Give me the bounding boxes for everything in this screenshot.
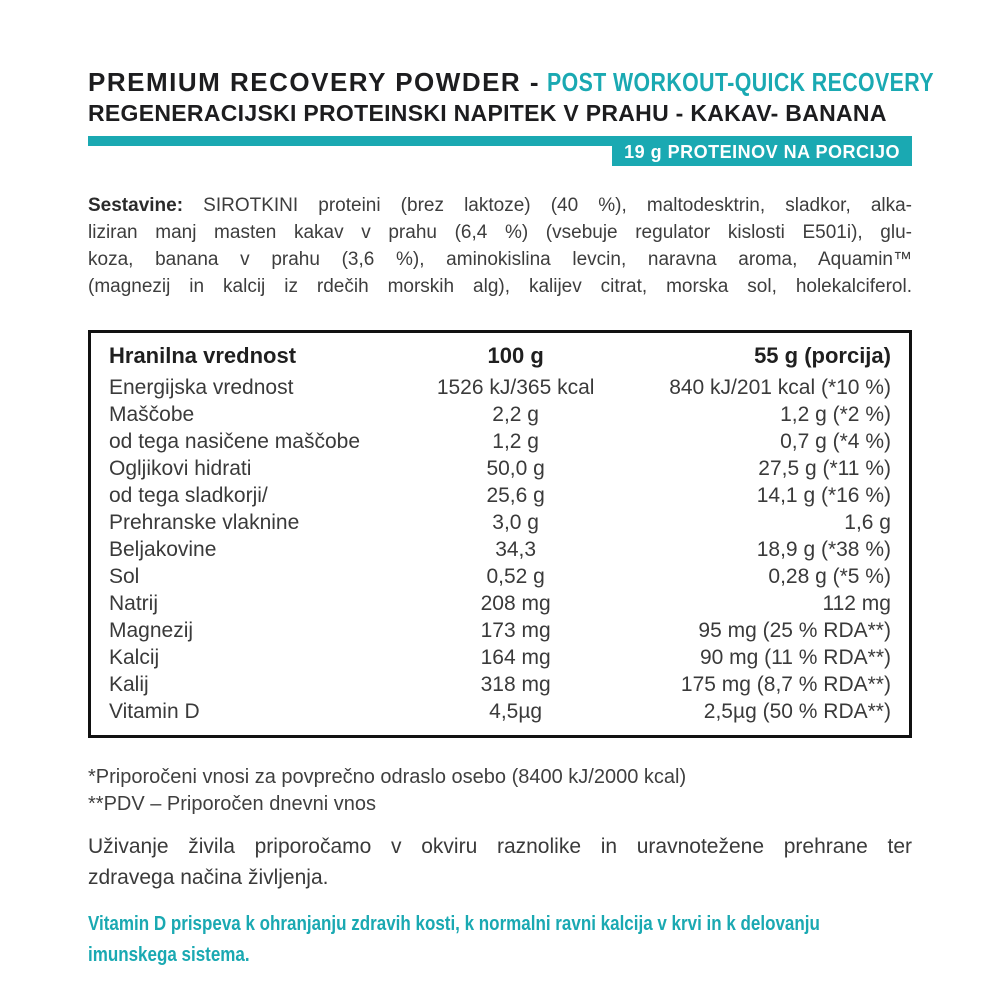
table-row: od tega sladkorji/ 25,6 g 14,1 g (*16 %) — [109, 482, 891, 509]
row-label: Vitamin D — [109, 700, 200, 723]
nutrition-table: Hranilna vrednost 100 g 55 g (porcija) E… — [88, 330, 912, 738]
ingredients-text: SIROTKINI proteini (brez laktoze) (40 %)… — [203, 195, 913, 216]
table-row: Magnezij 173 mg 95 mg (25 % RDA**) — [109, 617, 891, 644]
footnotes: *Priporočeni vnosi za povprečno odraslo … — [88, 764, 912, 818]
row-portion: 2,5µg (50 % RDA**) — [703, 700, 891, 723]
row-label: Ogljikovi hidrati — [109, 457, 252, 480]
health-claim: Vitamin D prispeva k ohranjanju zdravih … — [88, 909, 912, 971]
ingredients-line: (magnezij in kalcij iz rdečih morskih al… — [88, 276, 912, 297]
protein-badge: 19 g PROTEINOV NA PORCIJO — [612, 138, 912, 166]
ingredients-line: liziran manj masten kakav v prahu (6,4 %… — [88, 222, 912, 243]
ingredients-label: Sestavine: — [88, 195, 184, 216]
table-row: Ogljikovi hidrati 50,0 g 27,5 g (*11 %) — [109, 455, 891, 482]
table-row: Kalij 318 mg 175 mg (8,7 % RDA**) — [109, 671, 891, 698]
claim-line: Vitamin D prispeva k ohranjanju zdravih … — [88, 913, 820, 935]
row-portion: 0,7 g (*4 %) — [780, 430, 891, 453]
row-label: Sol — [109, 565, 140, 588]
advice-line: zdravega načina življenja. — [88, 866, 329, 889]
row-label: od tega nasičene maščobe — [109, 430, 361, 453]
row-per100: 164 mg — [480, 646, 551, 669]
product-title-black: PREMIUM RECOVERY POWDER - — [88, 67, 541, 97]
row-per100: 3,0 g — [492, 511, 539, 534]
row-label: Prehranske vlaknine — [109, 511, 300, 534]
row-label: Beljakovine — [109, 538, 217, 561]
row-portion: 112 mg — [822, 592, 891, 615]
table-row: Vitamin D 4,5µg 2,5µg (50 % RDA**) — [109, 698, 891, 725]
row-per100: 34,3 — [495, 538, 537, 561]
row-label: Kalcij — [109, 646, 160, 669]
row-label: Natrij — [109, 592, 159, 615]
row-label: Energijska vrednost — [109, 376, 294, 399]
row-portion: 840 kJ/201 kcal (*10 %) — [669, 376, 891, 399]
row-label: Kalij — [109, 673, 149, 696]
row-label: Magnezij — [109, 619, 194, 642]
row-per100: 318 mg — [480, 673, 551, 696]
table-row: Natrij 208 mg 112 mg — [109, 590, 891, 617]
row-per100: 2,2 g — [492, 403, 539, 426]
accent-row: 19 g PROTEINOV NA PORCIJO — [88, 136, 912, 166]
table-row: Sol 0,52 g 0,28 g (*5 %) — [109, 563, 891, 590]
table-row: Prehranske vlaknine 3,0 g 1,6 g — [109, 509, 891, 536]
table-row: od tega nasičene maščobe 1,2 g 0,7 g (*4… — [109, 428, 891, 455]
row-per100: 208 mg — [480, 592, 551, 615]
row-portion: 18,9 g (*38 %) — [756, 538, 891, 561]
row-portion: 1,6 g — [844, 511, 891, 534]
row-per100: 0,52 g — [486, 565, 545, 588]
product-title-teal: POST WORKOUT-QUICK RECOVERY — [547, 67, 935, 97]
table-row: Beljakovine 34,3 18,9 g (*38 %) — [109, 536, 891, 563]
row-per100: 25,6 g — [486, 484, 545, 507]
table-row: Energijska vrednost 1526 kJ/365 kcal 840… — [109, 374, 891, 401]
table-row: Kalcij 164 mg 90 mg (11 % RDA**) — [109, 644, 891, 671]
ingredients-line: koza, banana v prahu (3,6 %), aminokisli… — [88, 249, 912, 270]
claim-line: imunskega sistema. — [88, 944, 250, 966]
row-portion: 1,2 g (*2 %) — [780, 403, 891, 426]
advice-line: Uživanje živila priporočamo v okviru raz… — [88, 835, 912, 858]
accent-bar — [88, 136, 912, 146]
table-header-row: Hranilna vrednost 100 g 55 g (porcija) — [109, 341, 891, 371]
row-portion: 95 mg (25 % RDA**) — [698, 619, 891, 642]
row-portion: 90 mg (11 % RDA**) — [699, 646, 891, 669]
table-header-portion: 55 g (porcija) — [754, 343, 891, 368]
row-portion: 0,28 g (*5 %) — [768, 565, 891, 588]
product-subtitle: REGENERACIJSKI PROTEINSKI NAPITEK V PRAH… — [88, 100, 887, 126]
row-per100: 1,2 g — [492, 430, 539, 453]
row-per100: 1526 kJ/365 kcal — [436, 376, 595, 399]
row-portion: 175 mg (8,7 % RDA**) — [680, 673, 891, 696]
table-row: Maščobe 2,2 g 1,2 g (*2 %) — [109, 401, 891, 428]
row-label: Maščobe — [109, 403, 195, 426]
row-portion: 14,1 g (*16 %) — [756, 484, 891, 507]
footnote-pdv: **PDV – Priporočen dnevni vnos — [88, 793, 376, 815]
ingredients-paragraph: Sestavine: SIROTKINI proteini (brez lakt… — [88, 192, 912, 300]
ingredients-line: Sestavine: SIROTKINI proteini (brez lakt… — [88, 192, 912, 219]
row-per100: 4,5µg — [489, 700, 543, 723]
footnote-reference-intake: *Priporočeni vnosi za povprečno odraslo … — [88, 766, 687, 788]
table-header-per100: 100 g — [487, 343, 544, 368]
table-header-nutrient: Hranilna vrednost — [109, 343, 297, 368]
advice-paragraph: Uživanje živila priporočamo v okviru raz… — [88, 831, 912, 893]
row-label: od tega sladkorji/ — [109, 484, 268, 507]
row-per100: 50,0 g — [486, 457, 545, 480]
row-portion: 27,5 g (*11 %) — [758, 457, 891, 480]
row-per100: 173 mg — [480, 619, 551, 642]
product-title: PREMIUM RECOVERY POWDER - POST WORKOUT-Q… — [88, 66, 934, 98]
